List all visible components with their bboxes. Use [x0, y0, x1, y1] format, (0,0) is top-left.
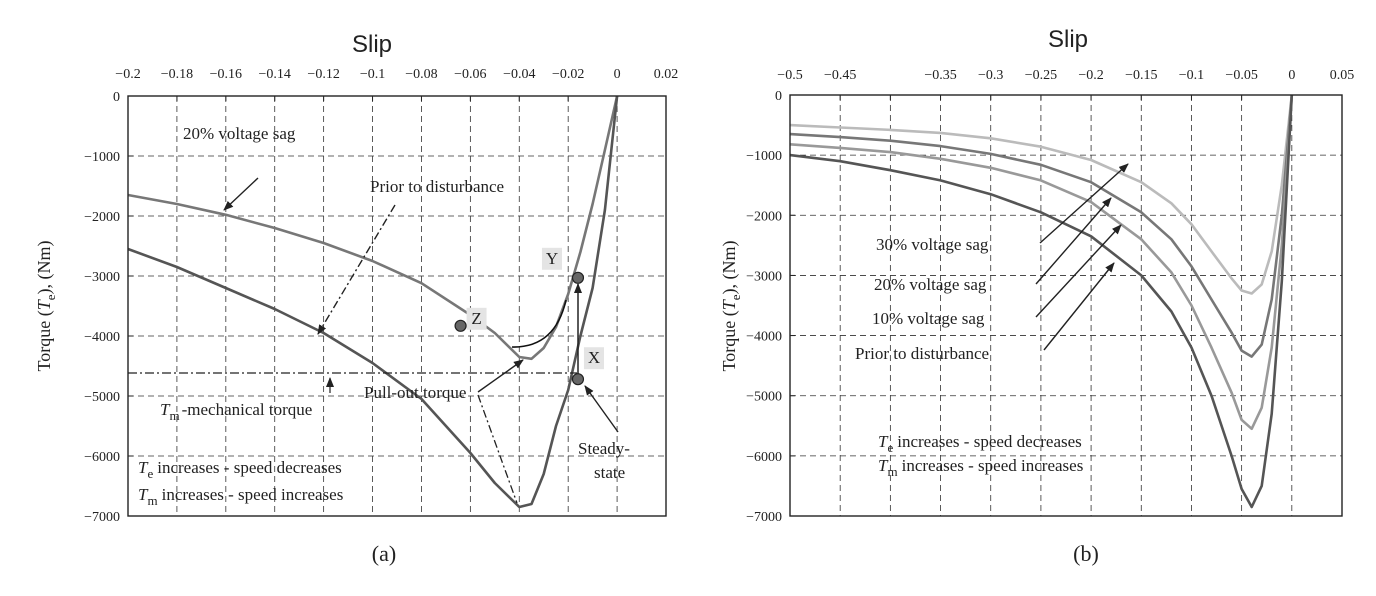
label-sag20-b: 20% voltage sag	[874, 275, 987, 294]
point-x	[571, 373, 585, 386]
point-z	[454, 319, 467, 332]
label-tm2-a: Tm increases - speed increases	[138, 485, 343, 508]
chart-b-xtick-label: −0.15	[1125, 68, 1157, 83]
chart-b-ytick-label: −5000	[746, 390, 782, 405]
chart-b-ytick-label: 0	[775, 89, 782, 104]
chart-a-xtick-label: −0.16	[210, 67, 242, 82]
chart-a-ytick-label: 0	[113, 90, 120, 105]
arrow-steady	[584, 385, 619, 433]
chart-a-title: Slip	[352, 31, 392, 58]
point-y-label: Y	[546, 249, 558, 268]
label-sag20-a: 20% voltage sag	[183, 124, 296, 143]
point-x-label-bg	[583, 347, 604, 370]
label-te-b: Te increases - speed decreases	[878, 432, 1082, 455]
chart-b-xtick-label: −0.2	[1078, 68, 1103, 83]
point-x-label: X	[588, 348, 600, 367]
chart-a-xtick-label: −0.18	[161, 67, 193, 82]
chart-b-ylabel: Torque (Te), (Nm)	[719, 240, 743, 371]
chart-b-title: Slip	[1048, 26, 1088, 53]
chart-b-xtick-label: 0	[1288, 68, 1295, 83]
chart-b-ytick-label: −1000	[746, 149, 782, 164]
arrow-sag20-b	[1035, 197, 1112, 285]
chart-a-xtick-label: −0.14	[259, 67, 291, 82]
chart-a-ytick-label: −7000	[84, 510, 120, 525]
chart-b-xtick-label: −0.35	[924, 68, 956, 83]
chart-a-ytick-label: −2000	[84, 210, 120, 225]
point-z-label: Z	[471, 309, 481, 328]
curve-arrow-y	[511, 299, 567, 348]
chart-b-series-2	[789, 94, 1294, 431]
arrow-sag20-a	[223, 177, 259, 211]
chart-a-series-1	[127, 95, 619, 509]
pullout-dashdot	[477, 394, 518, 504]
chart-b-xtick-label: −0.3	[978, 68, 1003, 83]
chart-b-series-0	[789, 94, 1294, 295]
arrow-pullout	[477, 359, 524, 393]
chart-a-xtick-label: −0.12	[307, 67, 339, 82]
chart-a-ytick-label: −3000	[84, 270, 120, 285]
chart-b-frame	[789, 94, 1343, 517]
label-sag30-b: 30% voltage sag	[876, 235, 989, 254]
chart-a-xtick-label: −0.1	[360, 67, 385, 82]
chart-b: Slip Torque (Te), (Nm) −0.5 −0.45 −0.35 −0.…	[719, 26, 1354, 566]
chart-b-ytick-label: −7000	[746, 510, 782, 525]
chart-a-series-0	[127, 95, 619, 361]
label-prior-a: Prior to disturbance	[370, 177, 504, 196]
chart-b-ytick-label: −2000	[746, 209, 782, 224]
chart-a-ylabel: Torque (Te), (Nm)	[34, 240, 58, 371]
label-tm-b: Tm increases - speed increases	[878, 456, 1083, 479]
label-steady1: Steady-	[578, 439, 630, 458]
chart-a-xtick-label: −0.08	[405, 67, 437, 82]
arrow-prior-b	[1043, 262, 1115, 351]
arrow-sag30-b	[1039, 163, 1129, 244]
chart-b-ytick-label: −3000	[746, 269, 782, 284]
label-tm: Tm -mechanical torque	[160, 400, 312, 423]
chart-a: Slip Torque (Te), (Nm) −0.2 −0.18 −0.16 −0.…	[34, 31, 678, 566]
chart-b-series-3	[789, 94, 1294, 509]
chart-b-xtick-label: −0.5	[777, 68, 802, 83]
chart-a-ytick-label: −4000	[84, 330, 120, 345]
chart-a-ytick-label: −5000	[84, 390, 120, 405]
chart-b-xtick-label: −0.45	[824, 68, 856, 83]
chart-a-xtick-label: 0.02	[654, 67, 679, 82]
chart-a-ytick-label: −6000	[84, 450, 120, 465]
arrow-prior-a	[317, 204, 396, 335]
label-sag10-b: 10% voltage sag	[872, 309, 985, 328]
point-z-label-bg	[466, 307, 487, 330]
chart-b-series-1	[789, 94, 1294, 358]
label-pullout: Pull-out torque	[364, 383, 466, 402]
chart-a-xtick-label: −0.04	[503, 67, 535, 82]
chart-b-ytick-label: −4000	[746, 330, 782, 345]
label-te-a: Te increases - speed decreases	[138, 458, 342, 481]
panel-label-a: (a)	[372, 541, 396, 566]
label-prior-b: Prior to disturbance	[855, 344, 989, 363]
chart-a-xtick-label: −0.02	[552, 67, 584, 82]
chart-a-frame	[127, 95, 667, 517]
point-y-label-bg	[541, 247, 562, 270]
chart-a-xtick-label: 0	[614, 67, 621, 82]
chart-a-ytick-label: −1000	[84, 150, 120, 165]
panel-label-b: (b)	[1073, 541, 1099, 566]
chart-b-xtick-label: −0.1	[1179, 68, 1204, 83]
label-steady2: state	[594, 463, 625, 482]
chart-b-ytick-label: −6000	[746, 450, 782, 465]
arrow-sag10-b	[1035, 224, 1122, 318]
chart-b-xtick-label: 0.05	[1330, 68, 1355, 83]
chart-a-xtick-label: −0.06	[454, 67, 486, 82]
chart-b-xtick-label: −0.05	[1225, 68, 1257, 83]
chart-a-xtick-label: −0.2	[115, 67, 140, 82]
chart-b-xtick-label: −0.25	[1025, 68, 1057, 83]
point-y	[571, 271, 585, 284]
